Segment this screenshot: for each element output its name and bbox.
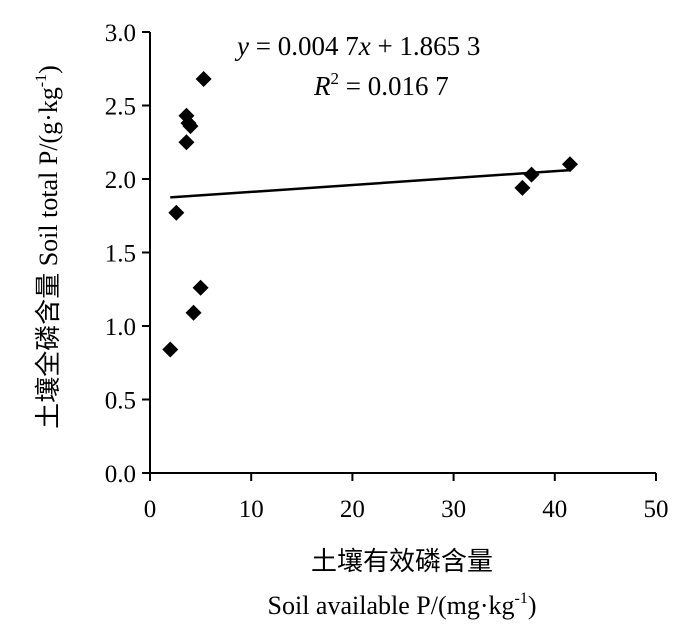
y-tick-label: 1.5 <box>105 241 136 268</box>
trendline-group <box>170 168 571 199</box>
eq-tail: + 1.865 3 <box>371 31 481 61</box>
r-letter: R <box>313 71 331 101</box>
y-axis-title-cn: 土壤全磷含量 <box>34 266 63 429</box>
y-axis-title-close: ) <box>34 65 63 74</box>
x-tick-label: 0 <box>144 496 157 523</box>
eq-main: = 0.004 7 <box>249 31 359 61</box>
x-axis-title-en: Soil available P/(mg·kg-1) <box>268 590 537 620</box>
regression-equation: y = 0.004 7x + 1.865 3 <box>234 31 480 61</box>
x-axis-title-en-sup: -1 <box>514 590 527 607</box>
eq-x-var: x <box>358 31 371 61</box>
x-tick-label: 50 <box>644 496 669 523</box>
data-point <box>514 179 531 196</box>
x-axis-title-cn: 土壤有效磷含量 <box>311 547 493 576</box>
x-axis-title-en-main: Soil available P/(mg·kg <box>268 591 515 620</box>
x-tick-label: 10 <box>239 496 264 523</box>
data-points <box>162 71 578 358</box>
x-tick-label: 40 <box>542 496 567 523</box>
x-tick-label: 20 <box>340 496 365 523</box>
y-axis-title: 土壤全磷含量 Soil total P/(g·kg-1) <box>33 65 63 429</box>
y-tick-label: 3.0 <box>105 20 136 47</box>
y-tick-label: 0.0 <box>105 461 136 488</box>
data-point <box>178 134 195 151</box>
data-point <box>180 115 197 132</box>
data-point <box>185 304 202 321</box>
data-point <box>523 166 540 183</box>
x-axis-ticks: 0 10 20 30 40 50 <box>144 473 669 523</box>
y-tick-label: 1.0 <box>105 314 136 341</box>
eq-y-var: y <box>234 31 249 61</box>
data-point <box>561 156 578 173</box>
data-point <box>168 204 185 221</box>
r-power: 2 <box>331 69 340 88</box>
r-value: = 0.016 7 <box>339 71 449 101</box>
data-point <box>192 279 209 296</box>
x-tick-label: 30 <box>441 496 466 523</box>
trendline <box>170 168 571 199</box>
data-point <box>162 341 179 358</box>
y-axis-title-en: Soil total P/(g·kg <box>34 87 63 266</box>
y-axis-ticks: 0.0 0.5 1.0 1.5 2.0 2.5 3.0 <box>105 20 150 488</box>
data-point <box>195 71 212 88</box>
r-squared: R2 = 0.016 7 <box>313 69 449 101</box>
y-tick-label: 2.0 <box>105 167 136 194</box>
x-axis-title-en-close: ) <box>528 591 537 620</box>
y-tick-label: 0.5 <box>105 388 136 415</box>
y-axis-title-sup: -1 <box>33 74 50 87</box>
y-tick-label: 2.5 <box>105 94 136 121</box>
